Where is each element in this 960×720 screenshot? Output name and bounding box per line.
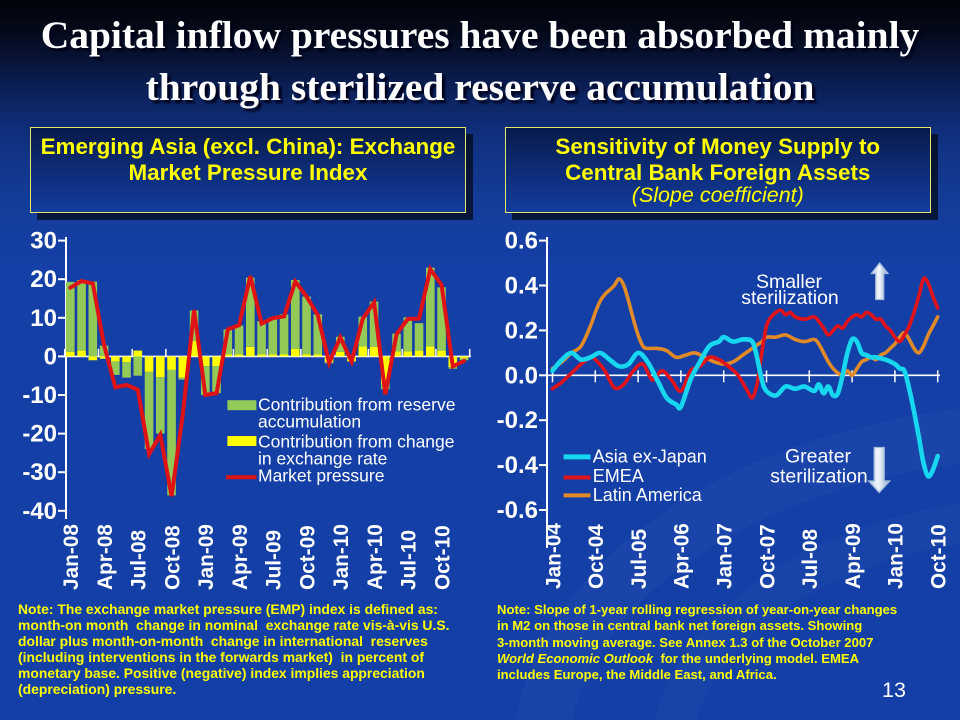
svg-text:-30: -30 <box>22 459 57 486</box>
svg-text:Jan-09: Jan-09 <box>195 524 218 590</box>
svg-text:0.6: 0.6 <box>505 228 538 255</box>
svg-text:30: 30 <box>30 228 57 255</box>
svg-text:accumulation: accumulation <box>258 412 361 432</box>
svg-text:Jul-05: Jul-05 <box>628 529 651 589</box>
svg-text:EMEA: EMEA <box>593 466 644 486</box>
svg-text:Contribution from reserve: Contribution from reserve <box>258 395 455 415</box>
svg-text:Apr-09: Apr-09 <box>842 523 865 589</box>
svg-text:in exchange rate: in exchange rate <box>258 449 387 469</box>
svg-text:Jul-10: Jul-10 <box>398 530 421 590</box>
svg-text:-20: -20 <box>22 421 57 448</box>
svg-text:Smaller: Smaller <box>756 271 823 293</box>
svg-text:Jul-08: Jul-08 <box>799 529 822 589</box>
svg-text:Greater: Greater <box>785 446 852 468</box>
svg-text:-0.2: -0.2 <box>497 407 538 434</box>
svg-text:Oct-08: Oct-08 <box>161 525 184 590</box>
svg-text:0.4: 0.4 <box>505 273 539 300</box>
svg-text:Apr-08: Apr-08 <box>94 524 117 590</box>
svg-text:Oct-10: Oct-10 <box>431 525 454 590</box>
svg-text:Latin America: Latin America <box>593 485 703 505</box>
svg-text:-40: -40 <box>22 498 57 525</box>
svg-text:20: 20 <box>30 266 57 293</box>
svg-text:sterilization: sterilization <box>741 287 839 309</box>
svg-text:0: 0 <box>44 343 57 370</box>
svg-text:Contribution from change: Contribution from change <box>258 432 455 452</box>
svg-text:sterilization: sterilization <box>770 466 868 488</box>
svg-text:-0.6: -0.6 <box>497 497 538 524</box>
svg-text:Apr-06: Apr-06 <box>671 523 694 589</box>
svg-text:Oct-10: Oct-10 <box>928 524 951 589</box>
svg-text:0.2: 0.2 <box>505 317 538 344</box>
svg-text:Oct-09: Oct-09 <box>296 525 319 590</box>
svg-text:0.0: 0.0 <box>505 362 538 389</box>
svg-text:Jan-07: Jan-07 <box>714 523 737 589</box>
svg-text:Jul-08: Jul-08 <box>128 530 151 590</box>
svg-text:Jan-04: Jan-04 <box>542 523 565 589</box>
svg-text:-10: -10 <box>22 382 57 409</box>
svg-text:Jul-09: Jul-09 <box>263 530 286 590</box>
svg-text:Apr-09: Apr-09 <box>229 524 252 590</box>
svg-text:Oct-04: Oct-04 <box>585 524 608 589</box>
svg-text:Jan-10: Jan-10 <box>330 524 353 590</box>
svg-text:Asia ex-Japan: Asia ex-Japan <box>593 447 707 467</box>
svg-text:Oct-07: Oct-07 <box>756 524 779 589</box>
svg-text:Market pressure: Market pressure <box>258 466 384 486</box>
svg-text:-0.4: -0.4 <box>497 452 539 479</box>
svg-text:10: 10 <box>30 305 57 332</box>
svg-text:Jan-08: Jan-08 <box>60 524 83 590</box>
svg-text:Jan-10: Jan-10 <box>885 523 908 589</box>
svg-text:Apr-10: Apr-10 <box>364 524 387 590</box>
